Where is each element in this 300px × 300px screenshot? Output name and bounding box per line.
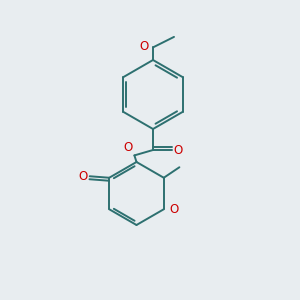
Text: O: O xyxy=(139,40,148,53)
Text: O: O xyxy=(173,143,182,157)
Text: O: O xyxy=(124,141,133,154)
Text: O: O xyxy=(169,203,178,216)
Text: O: O xyxy=(78,170,88,183)
